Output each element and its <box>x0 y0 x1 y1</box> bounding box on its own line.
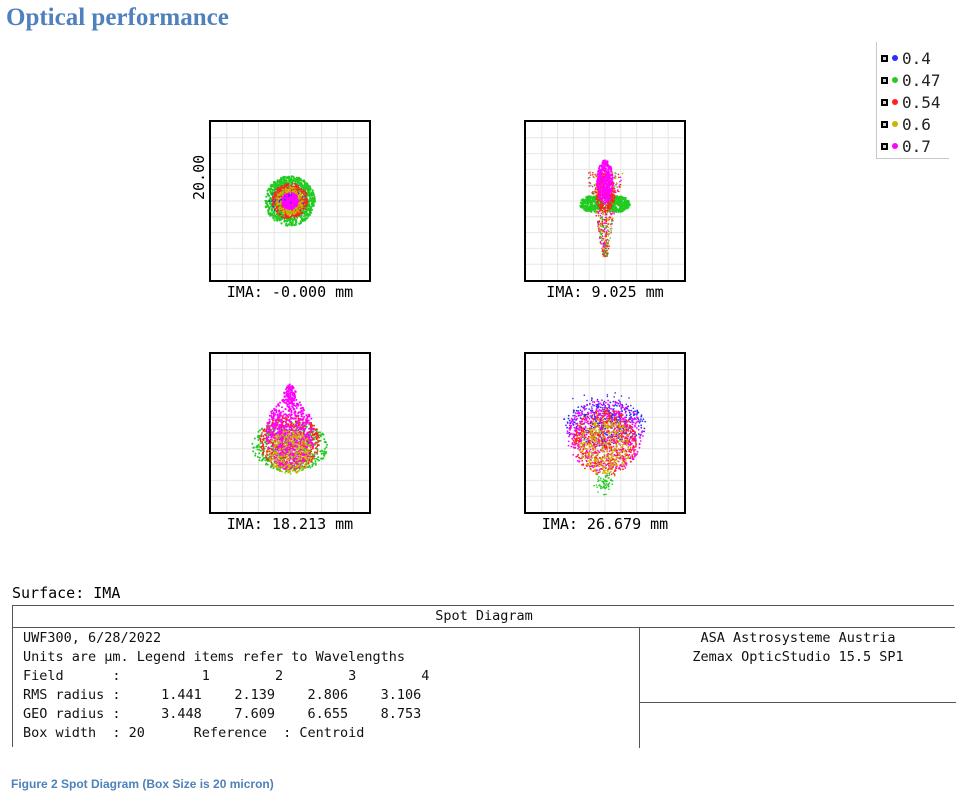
ima-label-field-4: IMA: 26.679 mm <box>541 515 669 533</box>
legend-item: 0.47 <box>881 70 941 90</box>
spot-box-field-3 <box>209 352 371 514</box>
info-left-panel: UWF300, 6/28/2022 Units are µm. Legend i… <box>13 628 639 748</box>
legend-item: 0.7 <box>881 136 931 156</box>
info-line: Field : 1 2 3 4 <box>23 668 430 684</box>
ima-label-field-3: IMA: 18.213 mm <box>226 515 354 533</box>
surface-label: Surface: IMA <box>12 584 121 602</box>
software-version: Zemax OpticStudio 15.5 SP1 <box>692 649 904 665</box>
figure-caption: Figure 2 Spot Diagram (Box Size is 20 mi… <box>11 777 274 791</box>
info-line: UWF300, 6/28/2022 <box>23 630 162 646</box>
legend-swatch-icon <box>881 54 888 62</box>
legend-swatch-icon <box>881 142 888 150</box>
ima-label-field-2: IMA: 9.025 mm <box>546 283 664 301</box>
info-line: Units are µm. Legend items refer to Wave… <box>23 649 406 665</box>
legend-label: 0.7 <box>902 136 931 156</box>
info-line: GEO radius : 3.448 7.609 6.655 8.753 <box>23 706 422 722</box>
table-title: Spot Diagram <box>13 606 955 628</box>
company-name: ASA Astrosysteme Austria <box>700 630 896 646</box>
legend-dot-icon <box>892 77 898 83</box>
legend-label: 0.47 <box>902 70 941 90</box>
legend-label: 0.4 <box>902 48 931 68</box>
legend-swatch-icon <box>881 120 888 128</box>
ima-label-field-1: IMA: -0.000 mm <box>226 283 354 301</box>
legend-dot-icon <box>892 99 898 105</box>
page-heading: Optical performance <box>6 4 229 31</box>
info-right-panel: ASA Astrosysteme Austria Zemax OpticStud… <box>639 628 956 748</box>
spot-box-field-1 <box>209 120 371 282</box>
legend-dot-icon <box>892 55 898 61</box>
divider <box>640 702 956 703</box>
legend-dot-icon <box>892 121 898 127</box>
legend-swatch-icon <box>881 98 888 106</box>
spot-box-field-2 <box>524 120 686 282</box>
legend-dot-icon <box>892 143 898 149</box>
spot-diagram-info-table: Spot Diagram UWF300, 6/28/2022 Units are… <box>12 605 956 748</box>
legend-label: 0.6 <box>902 114 931 134</box>
info-line: Box width : 20 Reference : Centroid <box>23 725 365 741</box>
box-scale-label: 20.00 <box>190 154 208 200</box>
legend-item: 0.54 <box>881 92 941 112</box>
legend-label: 0.54 <box>902 92 941 112</box>
legend-swatch-icon <box>881 76 888 84</box>
info-line: RMS radius : 1.441 2.139 2.806 3.106 <box>23 687 422 703</box>
wavelength-legend: 0.4 0.47 0.54 0.6 0.7 <box>876 42 949 159</box>
spot-box-field-4 <box>524 352 686 514</box>
legend-item: 0.6 <box>881 114 931 134</box>
legend-item: 0.4 <box>881 48 931 68</box>
